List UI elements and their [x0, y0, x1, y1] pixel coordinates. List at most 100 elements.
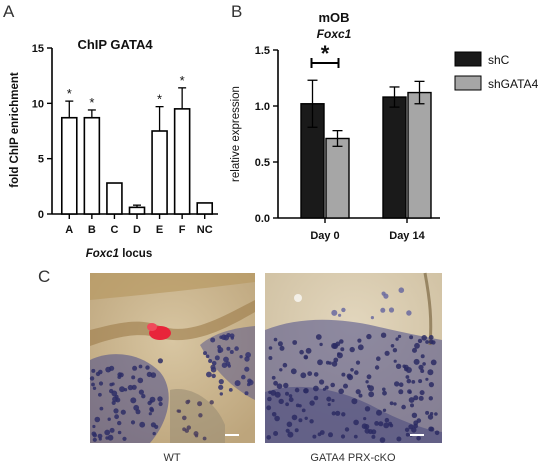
micrograph-wt-nucleus [158, 401, 163, 407]
micrograph-cko-nucleus [325, 360, 330, 365]
micrograph-cko-nucleus [388, 307, 395, 313]
micrograph-cko-nucleus [368, 391, 375, 398]
chart-a-y-tick-label: 10 [32, 98, 44, 110]
micrograph-wt-nucleus [226, 346, 231, 351]
micrograph-cko-nucleus [335, 410, 341, 416]
micrograph-cko-nucleus [427, 369, 434, 376]
chart-a-bar [128, 206, 146, 215]
chart-a-bar [151, 130, 168, 215]
micrograph-cko-nucleus [416, 436, 421, 441]
micrograph-cko-nucleus [290, 368, 297, 375]
micrograph-cko-nucleus [341, 307, 346, 313]
micrograph-wt-nucleus [198, 413, 203, 418]
micrograph-wt-nucleus [218, 379, 224, 385]
micrograph-wt-nucleus [154, 424, 159, 429]
micrograph-cko-nucleus [374, 365, 380, 370]
chart-a-bar [83, 116, 101, 215]
micrograph-wt-nucleus [138, 364, 143, 369]
micrograph-cko-nucleus [313, 372, 319, 377]
micrograph-wt-bone-top [90, 273, 255, 300]
micrograph-cko-nucleus [405, 375, 410, 379]
chart-a-x-axis-label-gene: Foxc1 [86, 248, 119, 260]
micrograph-cko-nucleus [276, 383, 283, 390]
micrograph-wt-bone-band [90, 300, 255, 346]
micrograph-wt-nucleus [91, 431, 97, 437]
micrograph-wt-nucleus [89, 376, 95, 381]
micrograph-cko-nucleus [401, 404, 406, 410]
micrograph-cko-nucleus [330, 382, 336, 388]
panel-b-letter: B [231, 2, 242, 21]
micrograph-cko-nucleus [279, 368, 283, 372]
chart-a-significance-mark: * [67, 86, 72, 101]
micrograph-cko-nucleus [266, 435, 272, 440]
micrograph-cko-nucleus [279, 345, 285, 351]
micrograph-cko-nucleus [405, 432, 410, 437]
micrograph-cko-nucleus [434, 430, 440, 436]
chart-b-legend-swatch-shC [454, 51, 482, 67]
micrograph-cko-nucleus [349, 346, 355, 353]
micrograph-cko-nucleus [411, 412, 418, 418]
micrograph-cko-nucleus [389, 423, 394, 428]
micrograph-cko-lacuna [294, 294, 302, 302]
micrograph-cko-nucleus [414, 342, 420, 349]
micrograph-cko-nucleus [309, 400, 315, 406]
micrograph-wt-nucleus [99, 406, 104, 411]
micrograph-cko-nucleus [309, 419, 314, 424]
micrograph-cko-nucleus [295, 403, 300, 408]
micrograph-cko-nucleus [286, 421, 293, 428]
micrograph-cko-nucleus [357, 338, 362, 343]
micrograph-wt-nucleus [182, 427, 187, 432]
chart-b-significance-mark: * [321, 41, 330, 66]
micrograph-wt-nucleus [225, 361, 231, 366]
micrograph-cko-nucleus [380, 332, 387, 338]
chart-a-y-axis-label: fold ChIP enrichment [9, 72, 21, 188]
micrograph-cko-nucleus [277, 341, 283, 347]
micrograph-cko-nucleus [285, 391, 289, 396]
chart-a-significance-mark: * [180, 73, 185, 88]
micrograph-cko-nucleus [303, 354, 309, 360]
micrograph-wt-nucleus [239, 355, 243, 359]
micrograph-wt-nucleus [109, 382, 113, 387]
micrograph-cko-nucleus [273, 380, 278, 386]
chart-a-x-axis-label: Foxc1 locus [86, 248, 152, 260]
micrograph-cko-nucleus [312, 434, 317, 439]
micrograph-cko-nucleus [422, 362, 426, 366]
micrograph-cko-nucleus [395, 363, 402, 369]
micrograph-cko-nucleus [313, 395, 319, 401]
micrograph-wt-nucleus [182, 415, 187, 421]
micrograph-cko-nucleus [408, 397, 415, 403]
micrograph-cko-nucleus [273, 337, 278, 342]
micrograph-cko-nucleus [299, 349, 304, 355]
micrograph-wt-nucleus [211, 373, 216, 379]
micrograph-cko-nucleus [413, 358, 420, 365]
micrograph-cko-nuclei [266, 287, 440, 443]
micrograph-cko-nucleus [406, 310, 412, 316]
micrograph-wt-nucleus [229, 333, 235, 339]
micrograph-wt-nucleus [104, 429, 111, 436]
micrograph-cko-nucleus [331, 398, 335, 403]
micrograph-wt-nucleus [98, 392, 102, 397]
micrograph-cko-nucleus [303, 388, 309, 394]
micrograph-wt-nucleus [149, 399, 153, 404]
micrograph-cko-nucleus [341, 372, 346, 377]
micrograph-wt-red-stain-spot [147, 323, 157, 331]
micrograph-cko-nucleus [351, 398, 358, 405]
micrograph-wt-nucleus [119, 386, 125, 393]
micrograph-cko-nucleus [364, 428, 370, 434]
chart-a-bar [173, 108, 191, 215]
micrograph-wt-nucleus [133, 404, 140, 411]
chart-a-x-tick-label: B [88, 224, 96, 236]
micrograph-wt-nucleus [94, 416, 101, 423]
micrograph-cko-nucleus [298, 418, 303, 423]
micrograph-wt-nucleus [145, 365, 150, 370]
micrograph-cko-nucleus [319, 379, 325, 385]
micrograph-cko-nucleus [434, 412, 438, 416]
micrograph-wt-nucleus [203, 351, 207, 356]
micrograph-cko-nucleus [366, 333, 372, 340]
micrograph-cko-nucleus [336, 352, 343, 359]
micrograph-cko-nucleus [398, 382, 404, 388]
micrograph-cko-nucleus [411, 380, 416, 384]
micrograph-cko-nucleus [307, 371, 313, 376]
micrograph-wt-nucleus [148, 412, 152, 416]
chart-b-legend-swatch-shGATA4 [454, 75, 482, 91]
